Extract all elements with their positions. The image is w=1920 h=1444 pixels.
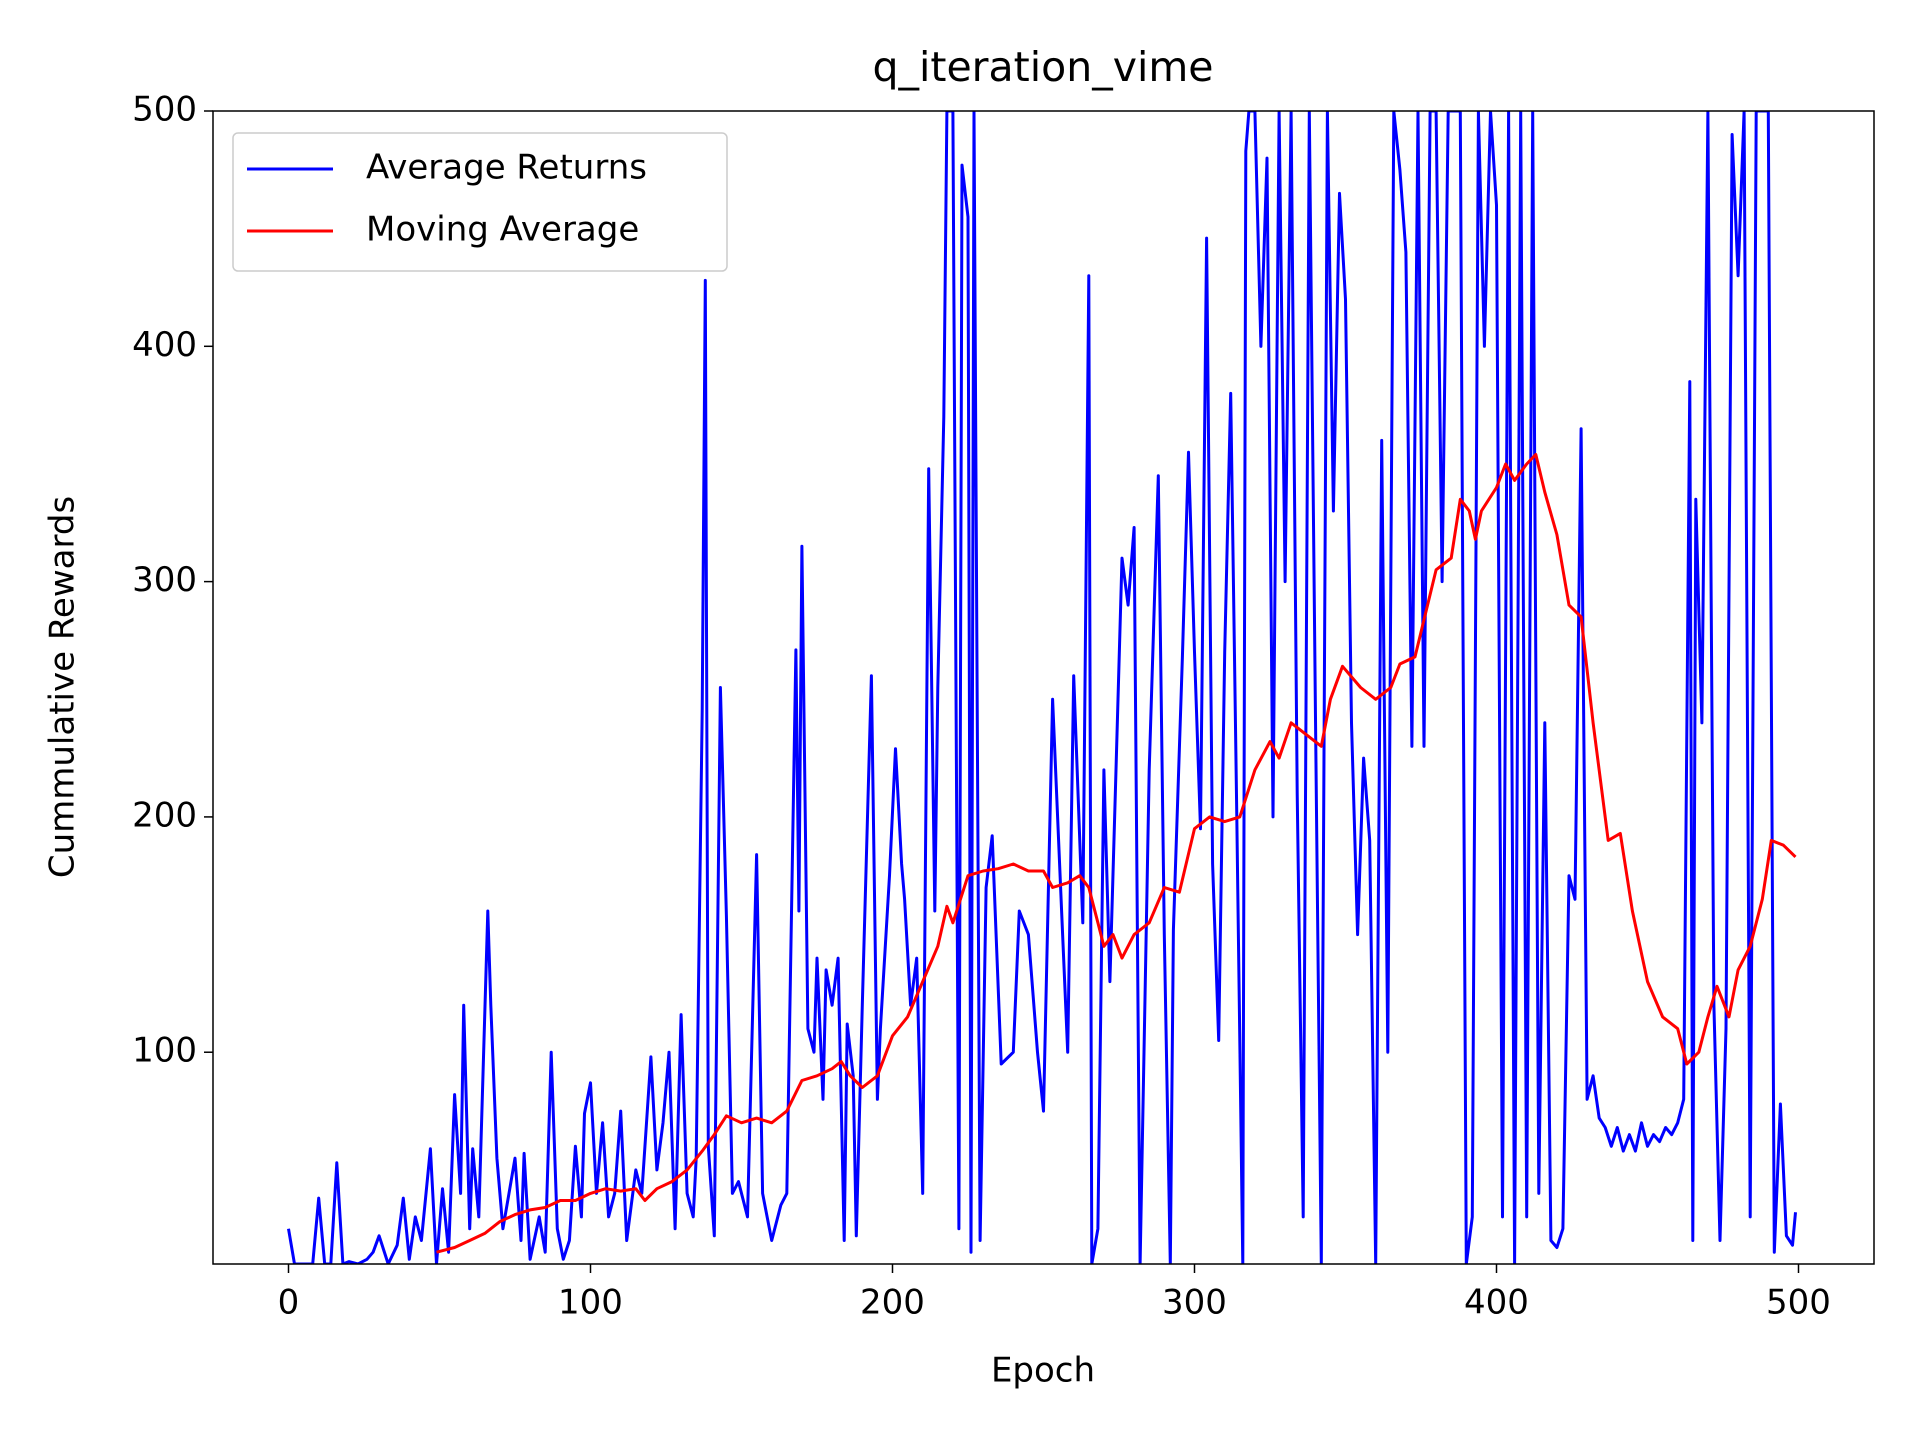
legend-label: Average Returns (366, 148, 647, 188)
plot-area (287, 111, 1797, 1264)
series-line (287, 111, 1797, 1264)
y-tick-label: 100 (132, 1031, 197, 1071)
chart-title: q_iteration_vime (872, 43, 1213, 91)
legend-label: Moving Average (366, 210, 639, 250)
x-tick-label: 0 (278, 1283, 300, 1323)
y-tick-label: 200 (132, 795, 197, 835)
legend-box (232, 132, 728, 272)
x-tick-label: 200 (860, 1283, 925, 1323)
x-tick-label: 500 (1766, 1283, 1831, 1323)
y-tick-label: 500 (132, 90, 197, 130)
x-tick-label: 400 (1464, 1283, 1529, 1323)
x-axis-label: Epoch (991, 1351, 1095, 1391)
series-line (436, 453, 1797, 1254)
x-tick-label: 300 (1162, 1283, 1227, 1323)
plot-frame (212, 110, 1875, 1265)
y-tick-label: 300 (132, 560, 197, 600)
y-tick-label: 400 (132, 325, 197, 365)
y-axis-label: Cummulative Rewards (43, 496, 83, 878)
x-tick-label: 100 (558, 1283, 623, 1323)
